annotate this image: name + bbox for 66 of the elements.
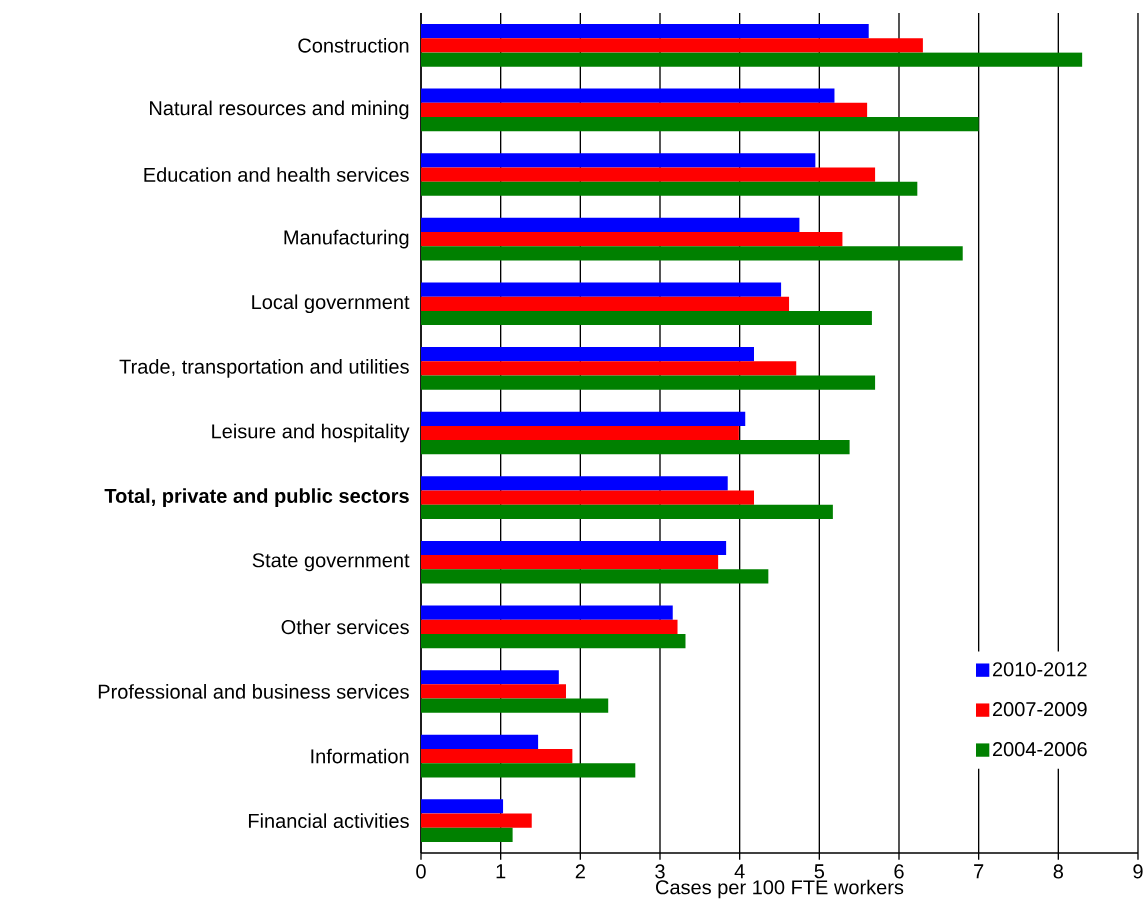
bar (421, 425, 739, 441)
bar (421, 633, 686, 649)
y-tick-label: Financial activities (248, 813, 409, 829)
bar (421, 102, 868, 118)
bar (421, 670, 559, 685)
bar (421, 232, 843, 247)
legend-label: 2004-2006 (992, 742, 1087, 757)
bar (421, 504, 833, 519)
bar (421, 540, 727, 556)
x-tick-label: 1 (496, 864, 506, 879)
legend-label: 2010-2012 (992, 662, 1087, 677)
y-tick-label: Natural resources and mining (150, 100, 409, 120)
x-tick-label: 3 (655, 864, 665, 879)
x-tick-label: 4 (734, 864, 745, 879)
bar (421, 375, 876, 390)
x-tick-label: 2 (575, 864, 585, 879)
bar (421, 827, 513, 843)
bar (421, 734, 539, 749)
y-tick-label: Education and health services (144, 167, 409, 182)
bar (421, 476, 728, 491)
bar (421, 347, 754, 362)
bar (421, 361, 797, 376)
y-tick-label: Local government (252, 294, 410, 314)
x-tick-label: 9 (1133, 864, 1143, 879)
x-tick-label: 0 (416, 864, 426, 879)
bar (421, 799, 504, 814)
bar (421, 440, 850, 455)
bar (421, 490, 754, 505)
bar (421, 23, 869, 39)
bar (421, 555, 719, 570)
bar (421, 117, 979, 132)
bar (421, 605, 673, 620)
y-tick-label: Leisure and hospitality (212, 423, 410, 443)
bar (421, 569, 769, 584)
bar (421, 310, 872, 326)
x-axis-title: Cases per 100 FTE workers (656, 879, 904, 899)
bar (421, 748, 573, 764)
bar (421, 246, 963, 261)
bar (421, 181, 918, 196)
y-tick-label: Trade, transportation and utilities (119, 359, 409, 378)
y-tick-label: State government (252, 553, 410, 572)
bar (421, 763, 636, 778)
bar (421, 52, 1083, 67)
bar (421, 153, 816, 168)
bar (421, 619, 678, 634)
x-tick-label: 7 (974, 864, 984, 879)
y-tick-label: Manufacturing (284, 229, 409, 249)
y-tick-label: Construction (298, 37, 409, 53)
y-tick-label: Professional and business services (98, 684, 409, 699)
bar (421, 88, 835, 103)
bar (421, 38, 923, 53)
bar (421, 813, 532, 828)
x-tick-label: 6 (894, 864, 904, 879)
bar (421, 698, 609, 713)
bar (421, 296, 790, 311)
bar (421, 217, 800, 233)
bar (421, 684, 566, 699)
bar (421, 282, 782, 297)
y-tick-label: Total, private and public sectors (104, 488, 409, 507)
x-tick-label: 8 (1053, 864, 1064, 879)
x-tick-label: 5 (814, 864, 825, 879)
bar (421, 411, 746, 426)
y-tick-label: Other services (281, 619, 409, 635)
legend-label: 2007-2009 (992, 702, 1087, 717)
y-tick-label: Information (311, 748, 409, 764)
bar (421, 167, 876, 182)
